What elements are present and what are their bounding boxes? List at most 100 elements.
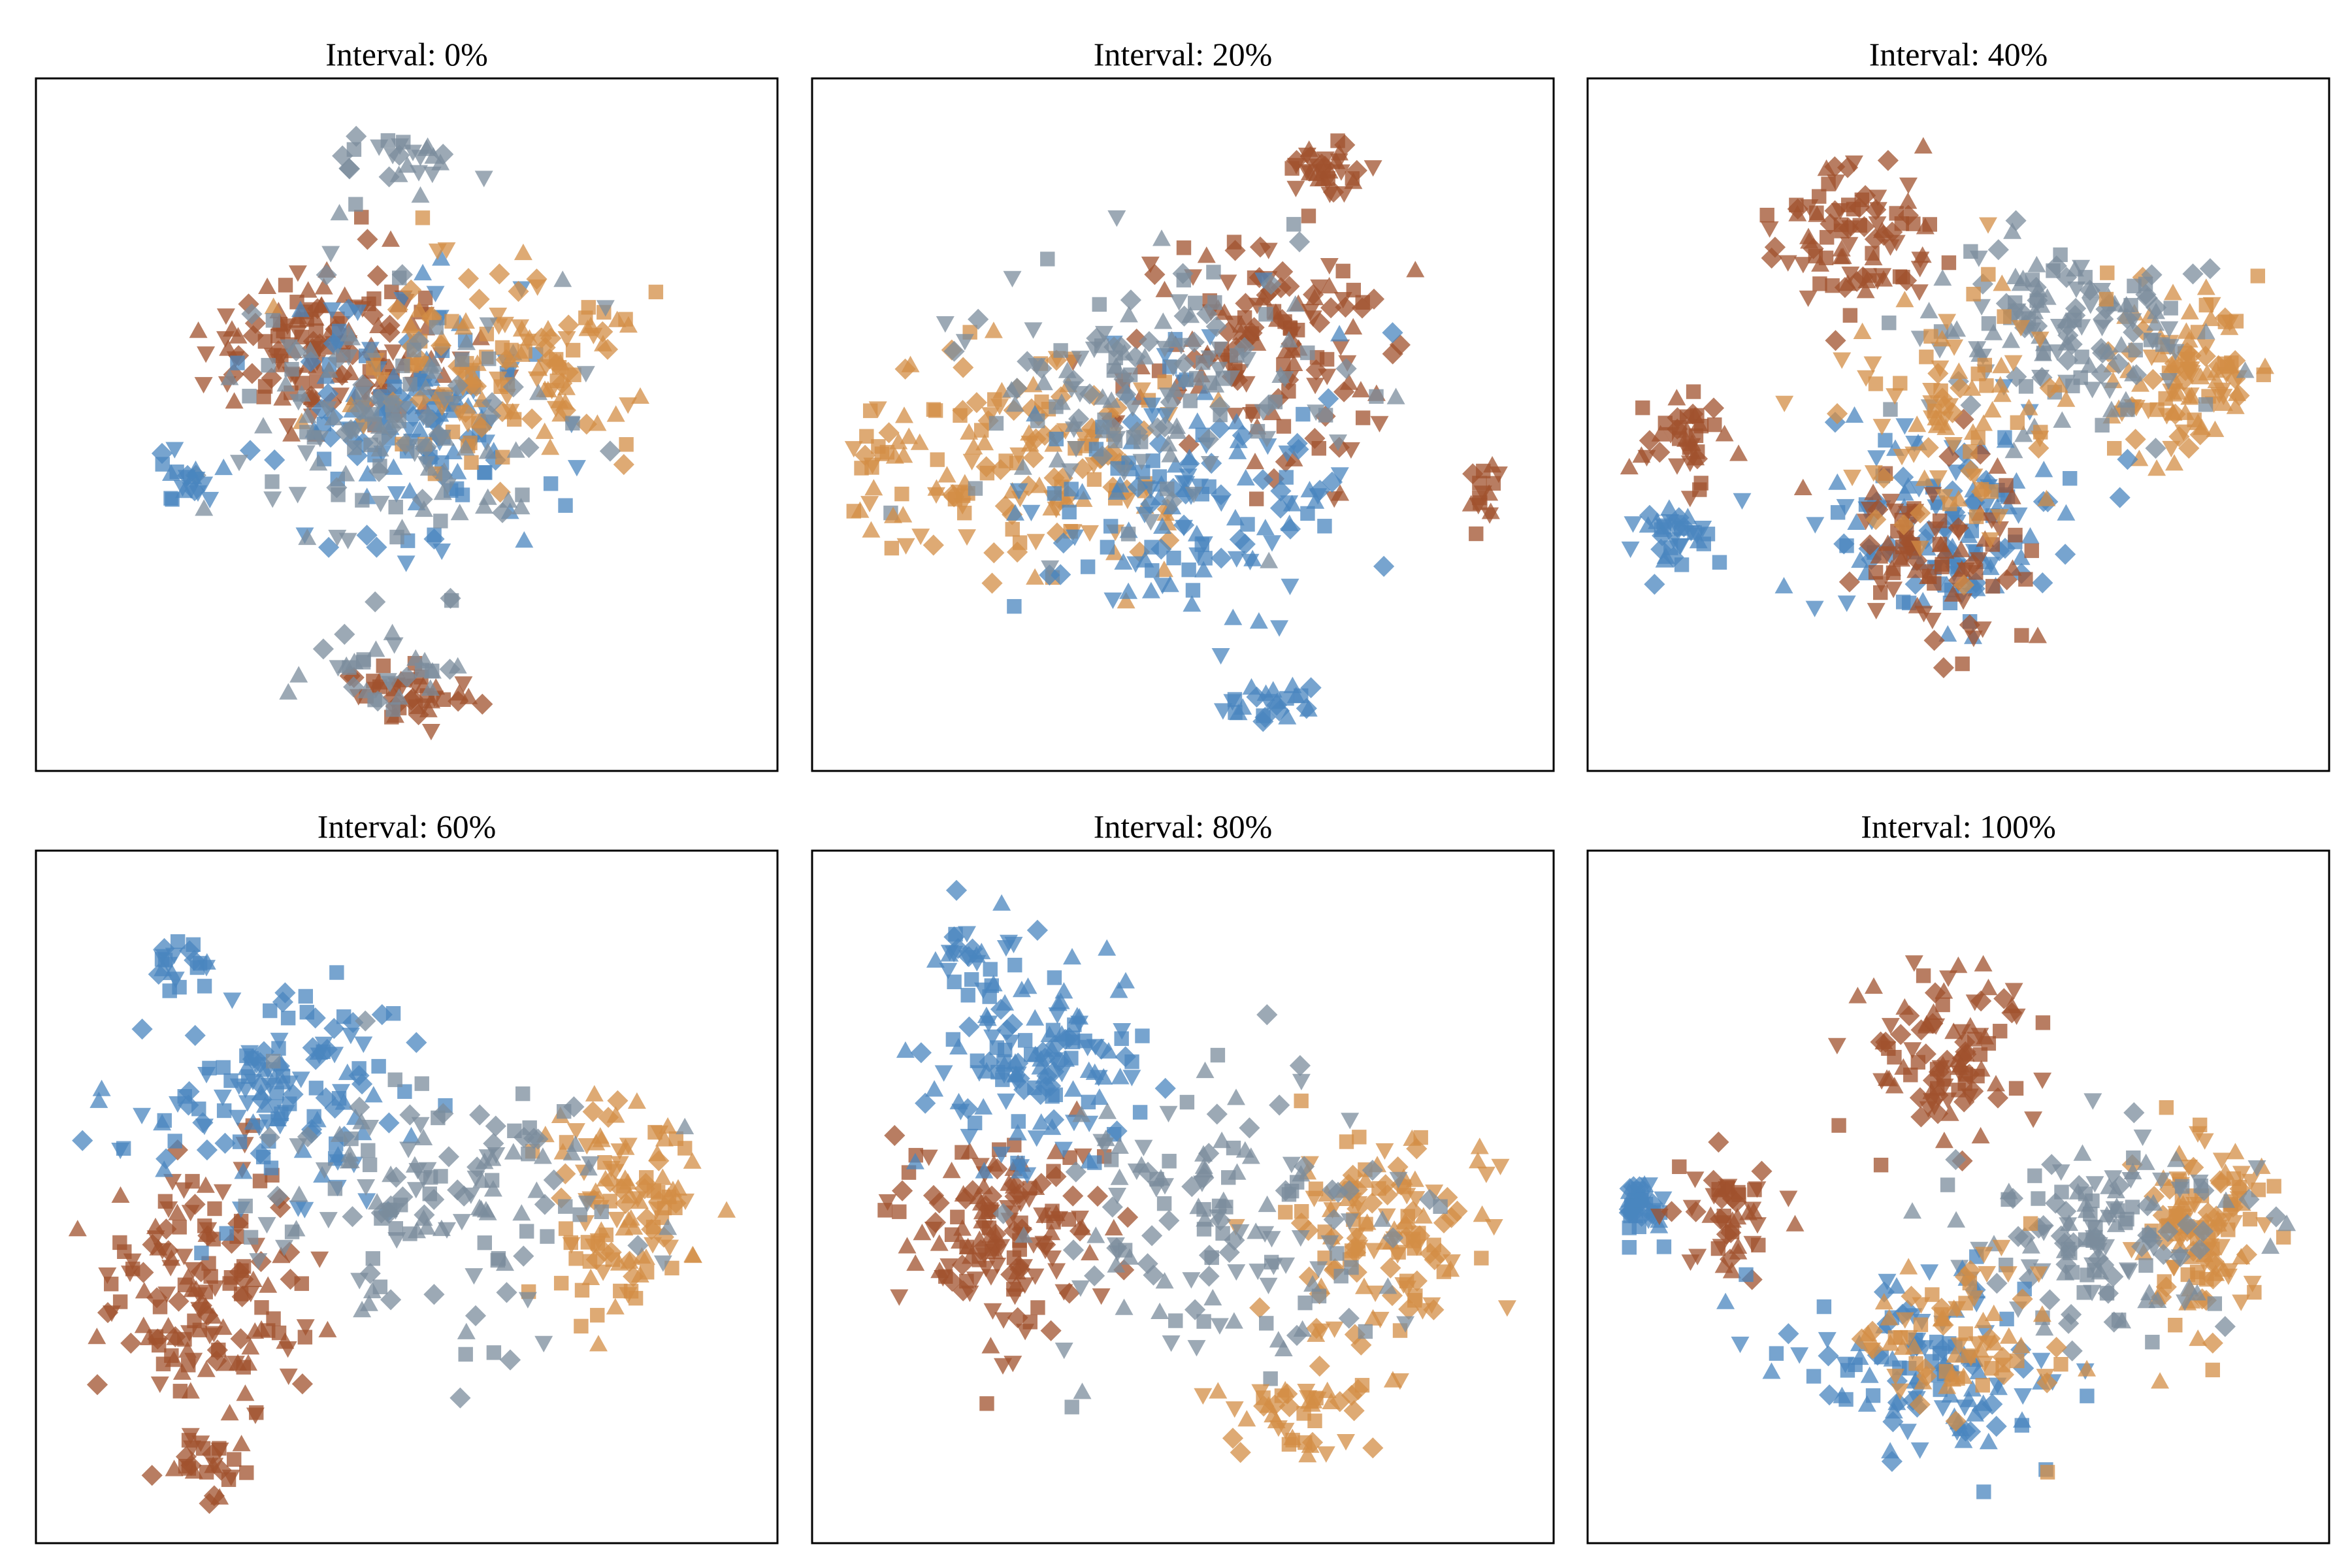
- scatter-point-blue-triangle-down: [354, 1036, 373, 1053]
- scatter-point-gray-triangle-down: [1003, 270, 1022, 287]
- scatter-point-light-orange-triangle-down: [518, 333, 537, 350]
- scatter-point-gray-triangle-up: [1258, 1195, 1277, 1213]
- scatter-point-light-orange-diamond: [2195, 346, 2216, 367]
- scatter-point-dark-orange-triangle-up: [236, 1384, 255, 1401]
- scatter-point-gray-diamond: [1362, 1160, 1383, 1181]
- scatter-point-dark-orange-diamond: [1178, 434, 1200, 455]
- scatter-point-gray-square: [429, 319, 444, 335]
- scatter-point-gray-diamond: [483, 1133, 504, 1154]
- scatter-point-dark-orange-triangle-up: [1232, 323, 1250, 340]
- scatter-point-dark-orange-diamond: [1184, 348, 1205, 369]
- scatter-point-gray-diamond: [359, 1263, 381, 1284]
- scatter-point-dark-orange-square: [1910, 1054, 1925, 1070]
- scatter-point-gray-triangle-down: [2083, 1093, 2102, 1110]
- scatter-point-gray-triangle-down: [444, 396, 463, 413]
- scatter-point-light-orange-square: [640, 1265, 655, 1280]
- scatter-point-dark-orange-diamond: [97, 1302, 119, 1324]
- scatter-point-gray-square: [572, 1207, 587, 1222]
- scatter-point-light-orange-triangle-up: [938, 466, 956, 483]
- scatter-point-gray-diamond: [2176, 1214, 2198, 1235]
- plot-frame: [811, 849, 1555, 1544]
- scatter-point-gray-triangle-up: [1005, 395, 1024, 412]
- scatter-point-blue-triangle-down: [433, 543, 451, 561]
- scatter-point-gray-diamond: [2005, 210, 2027, 231]
- points-layer: [1620, 137, 2274, 679]
- scatter-point-light-orange-square: [590, 1307, 605, 1323]
- scatter-point-blue-triangle-down: [357, 1193, 376, 1210]
- scatter-point-dark-orange-triangle-up: [1924, 1003, 1943, 1020]
- scatter-point-gray-triangle-down: [438, 1222, 456, 1239]
- scatter-point-dark-orange-triangle-down: [1286, 180, 1305, 197]
- scatter-point-blue-triangle-up: [1166, 456, 1185, 473]
- scatter-point-gray-square: [388, 499, 403, 515]
- scatter-point-dark-orange-triangle-up: [987, 1226, 1005, 1243]
- scatter-point-light-orange-diamond: [994, 495, 1016, 517]
- scatter-point-light-orange-triangle-up: [587, 1134, 606, 1151]
- scatter-point-light-orange-diamond: [966, 392, 987, 414]
- scatter-point-blue-square: [1103, 519, 1119, 534]
- scatter-point-light-orange-diamond: [1893, 514, 1915, 536]
- scatter-point-blue-square: [1135, 1028, 1150, 1043]
- scatter-point-blue-triangle-up: [1828, 473, 1847, 490]
- scatter-point-gray-square: [1318, 408, 1333, 423]
- scatter-point-blue-triangle-down: [189, 485, 207, 502]
- scatter-point-gray-triangle-up: [1303, 1275, 1322, 1292]
- scatter-point-blue-square: [1166, 550, 1181, 566]
- scatter-point-blue-diamond: [1955, 1420, 1976, 1442]
- scatter-point-light-orange-triangle-down: [589, 1233, 608, 1250]
- scatter-point-dark-orange-triangle-up: [181, 1382, 200, 1399]
- scatter-point-dark-orange-triangle-up: [314, 278, 333, 295]
- scatter-point-gray-triangle-down: [576, 366, 595, 383]
- scatter-point-dark-orange-diamond: [141, 1465, 163, 1486]
- scatter-point-light-orange-triangle-down: [1981, 532, 2000, 549]
- scatter-point-dark-orange-triangle-down: [415, 698, 433, 715]
- scatter-point-blue-triangle-up: [414, 263, 433, 281]
- scatter-point-blue-triangle-up: [1051, 992, 1070, 1009]
- scatter-point-light-orange-triangle-up: [1963, 379, 1982, 396]
- scatter-point-gray-diamond: [1183, 331, 1205, 353]
- scatter-point-light-orange-triangle-down: [2212, 1152, 2231, 1169]
- scatter-point-blue-triangle-up: [1762, 1362, 1781, 1379]
- scatter-point-dark-orange-triangle-down: [1779, 1190, 1798, 1207]
- scatter-point-light-orange-triangle-down: [2029, 1266, 2048, 1283]
- scatter-point-blue-diamond: [1982, 1394, 2003, 1415]
- scatter-point-light-orange-triangle-up: [596, 1169, 615, 1186]
- scatter-point-dark-orange-diamond: [1803, 238, 1824, 259]
- scatter-point-blue-square: [397, 1084, 412, 1099]
- scatter-point-dark-orange-square: [181, 1433, 197, 1448]
- scatter-point-gray-diamond: [1198, 1266, 1220, 1287]
- scatter-point-dark-orange-triangle-down: [226, 1356, 245, 1373]
- scatter-point-blue-triangle-up: [90, 1091, 108, 1108]
- scatter-point-dark-orange-triangle-up: [272, 1247, 291, 1264]
- scatter-point-blue-diamond: [1824, 412, 1846, 433]
- scatter-point-light-orange-triangle-up: [2151, 1372, 2170, 1389]
- scatter-point-dark-orange-diamond: [231, 1286, 253, 1307]
- scatter-point-blue-triangle-up: [1111, 1068, 1130, 1085]
- scatter-point-gray-triangle-down: [404, 144, 422, 161]
- scatter-point-dark-orange-triangle-up: [1632, 446, 1651, 463]
- scatter-point-light-orange-square: [2157, 1274, 2172, 1289]
- scatter-point-dark-orange-triangle-down: [878, 1194, 897, 1211]
- scatter-point-gray-triangle-up: [1984, 323, 2003, 340]
- scatter-point-dark-orange-diamond: [1864, 229, 1886, 250]
- scatter-point-light-orange-triangle-up: [2165, 454, 2183, 471]
- scatter-point-dark-orange-diamond: [379, 321, 400, 343]
- scatter-point-dark-orange-triangle-up: [1263, 403, 1282, 421]
- scatter-point-gray-diamond: [1338, 1307, 1360, 1329]
- scatter-point-dark-orange-square: [1022, 1315, 1037, 1330]
- scatter-point-light-orange-triangle-up: [500, 351, 519, 368]
- scatter-point-dark-orange-square: [266, 1311, 281, 1326]
- scatter-point-blue-diamond: [1269, 700, 1290, 722]
- scatter-point-light-orange-triangle-up: [410, 301, 429, 318]
- scatter-point-blue-triangle-up: [926, 951, 945, 968]
- scatter-point-dark-orange-triangle-down: [1827, 1037, 1846, 1054]
- scatter-point-dark-orange-triangle-up: [1971, 1126, 1990, 1144]
- scatter-point-blue-triangle-down: [1837, 595, 1856, 612]
- scatter-point-dark-orange-triangle-up: [135, 1282, 154, 1299]
- scatter-point-blue-triangle-up: [1141, 581, 1160, 598]
- scatter-point-blue-square: [385, 1005, 401, 1021]
- scatter-point-gray-diamond: [1063, 370, 1085, 391]
- scatter-point-dark-orange-diamond: [1896, 270, 1918, 291]
- scatter-point-gray-triangle-down: [1254, 404, 1273, 421]
- scatter-point-gray-triangle-up: [1110, 1137, 1129, 1154]
